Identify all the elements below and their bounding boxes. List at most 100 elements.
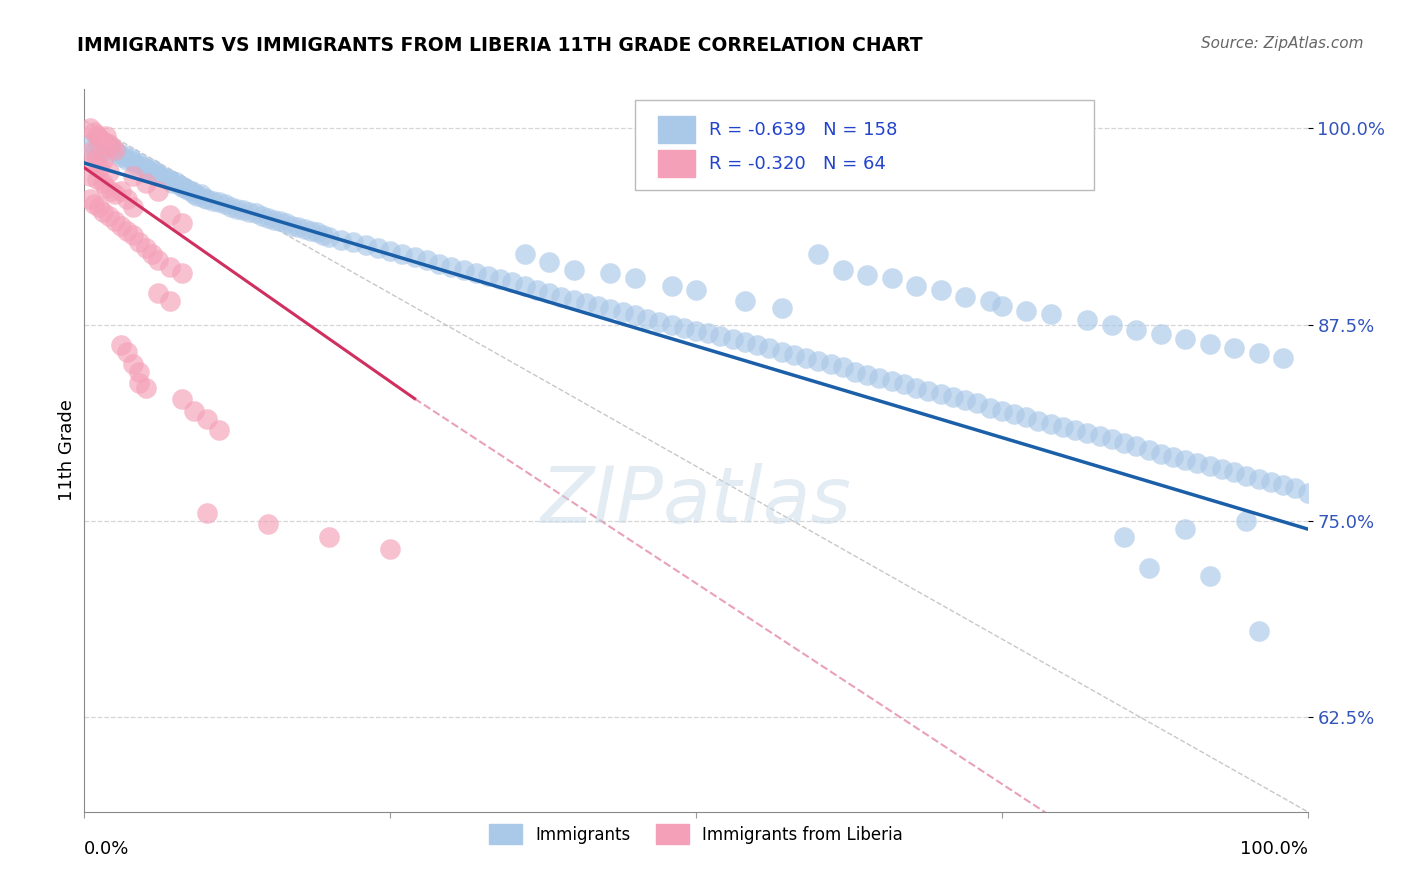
Point (1039, 417, 1062, 431)
Point (104, 144, 127, 158)
FancyBboxPatch shape (636, 100, 1094, 190)
Point (128, 365, 150, 379)
Point (128, 156, 150, 170)
Point (281, 219, 304, 233)
Point (783, 348, 806, 362)
Point (367, 241, 389, 255)
Point (1015, 410, 1038, 425)
Point (149, 169, 172, 183)
Point (128, 235, 150, 249)
Point (104, 214, 127, 228)
Point (115, 344, 138, 359)
Point (110, 184, 132, 198)
Point (86, 134, 108, 148)
Point (79, 192, 101, 206)
Point (880, 375, 903, 389)
Point (193, 190, 215, 204)
Point (159, 294, 181, 309)
Point (354, 237, 377, 252)
Point (734, 294, 756, 309)
Point (1015, 303, 1038, 318)
Point (1247, 472, 1270, 486)
Point (844, 365, 866, 379)
Point (1247, 624, 1270, 638)
Point (807, 354, 830, 368)
Point (257, 211, 280, 225)
Point (93, 142, 115, 156)
Point (146, 286, 169, 301)
Point (1125, 439, 1147, 453)
Point (159, 173, 181, 187)
Point (146, 184, 169, 198)
Point (96, 129, 118, 144)
Point (110, 338, 132, 352)
Text: 100.0%: 100.0% (1240, 840, 1308, 858)
Point (87, 131, 110, 145)
Point (562, 262, 585, 277)
Point (263, 212, 285, 227)
Point (135, 241, 157, 255)
Point (238, 204, 260, 219)
Point (86, 171, 108, 186)
Point (1125, 322, 1147, 336)
Point (135, 177, 157, 191)
Point (1272, 478, 1295, 492)
Point (1150, 447, 1173, 461)
Point (132, 159, 155, 173)
Point (287, 220, 309, 235)
Point (195, 506, 218, 520)
Point (440, 260, 463, 274)
Point (294, 222, 316, 236)
Text: ZIPatlas: ZIPatlas (540, 463, 852, 539)
Point (183, 187, 205, 202)
Point (141, 247, 163, 261)
Point (624, 270, 647, 285)
Point (1028, 414, 1050, 428)
Point (104, 144, 127, 158)
Point (172, 216, 194, 230)
Point (489, 272, 512, 286)
Point (318, 230, 340, 244)
Point (905, 278, 928, 293)
Point (135, 381, 157, 395)
Point (169, 178, 191, 192)
Point (104, 187, 127, 202)
Point (1114, 530, 1136, 544)
Point (427, 256, 450, 270)
Point (612, 305, 634, 319)
Point (1052, 420, 1074, 434)
Point (201, 194, 224, 208)
Point (165, 175, 187, 189)
Point (208, 195, 231, 210)
Point (86, 150, 108, 164)
Point (747, 338, 769, 352)
Point (905, 381, 928, 395)
Point (770, 301, 793, 315)
Point (942, 390, 965, 404)
Point (115, 223, 138, 237)
Point (1101, 433, 1123, 447)
Point (453, 262, 475, 277)
Point (1236, 468, 1258, 483)
Point (770, 344, 793, 359)
Point (96, 181, 118, 195)
Text: 0.0%: 0.0% (84, 840, 129, 858)
Point (156, 171, 179, 186)
Point (162, 177, 184, 191)
Point (1198, 569, 1220, 583)
Point (917, 384, 939, 398)
Point (136, 164, 159, 178)
Point (91, 153, 114, 167)
Point (538, 286, 561, 301)
Point (190, 187, 212, 202)
Y-axis label: 11th Grade: 11th Grade (58, 400, 76, 501)
Point (380, 542, 402, 557)
Legend: Immigrants, Immigrants from Liberia: Immigrants, Immigrants from Liberia (482, 818, 910, 850)
Point (1174, 332, 1197, 346)
Point (330, 233, 353, 247)
Point (979, 401, 1001, 415)
Point (953, 289, 976, 303)
Point (312, 228, 335, 243)
Point (159, 208, 181, 222)
Point (1088, 429, 1111, 443)
